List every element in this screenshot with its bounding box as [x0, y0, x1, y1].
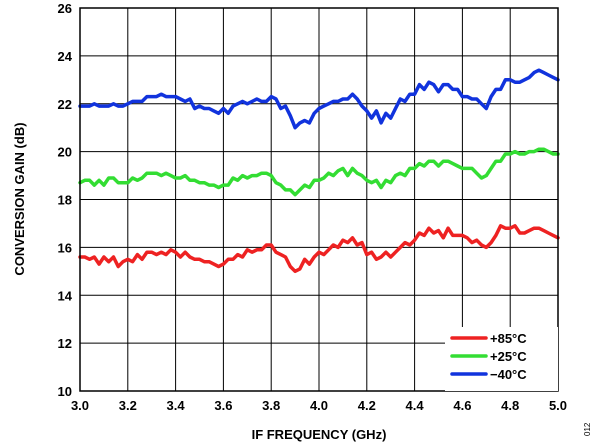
series-line	[78, 68, 560, 130]
plot-frame	[79, 7, 559, 392]
x-tick-label: 5.0	[549, 398, 567, 413]
y-tick-label: 22	[58, 97, 72, 112]
x-tick-label: 4.4	[406, 398, 425, 413]
x-tick-label: 3.6	[214, 398, 232, 413]
y-tick-label: 20	[58, 145, 72, 160]
x-axis-ticks: 3.0 3.2 3.4 3.6 3.8 4.0 4.2 4.4 4.6 4.8 5.0	[71, 398, 567, 413]
legend-label: −40°C	[490, 367, 527, 382]
series-line	[78, 147, 560, 197]
y-tick-label: 18	[58, 193, 72, 208]
x-tick-label: 3.2	[119, 398, 137, 413]
legend-label: +85°C	[490, 331, 527, 346]
x-axis-title: IF FREQUENCY (GHz)	[252, 427, 387, 442]
x-tick-label: 3.0	[71, 398, 89, 413]
y-tick-label: 24	[58, 49, 73, 64]
x-tick-label: 3.8	[262, 398, 280, 413]
legend-label: +25°C	[490, 349, 527, 364]
series-line	[78, 224, 560, 274]
series-lines	[78, 68, 560, 274]
y-tick-label: 14	[58, 288, 73, 303]
y-tick-label: 16	[58, 240, 72, 255]
x-tick-label: 4.2	[358, 398, 376, 413]
x-tick-label: 4.8	[501, 398, 519, 413]
x-tick-label: 4.6	[453, 398, 471, 413]
y-axis-title: CONVERSION GAIN (dB)	[12, 122, 27, 275]
x-tick-label: 4.0	[310, 398, 328, 413]
y-tick-label: 12	[58, 336, 72, 351]
y-axis-ticks: 10 12 14 16 18 20 22 24 26	[58, 1, 73, 399]
x-tick-label: 3.4	[167, 398, 186, 413]
legend: +85°C +25°C −40°C	[445, 327, 558, 391]
side-code: 012	[583, 422, 592, 436]
y-tick-label: 10	[58, 384, 72, 399]
y-tick-label: 26	[58, 1, 72, 16]
